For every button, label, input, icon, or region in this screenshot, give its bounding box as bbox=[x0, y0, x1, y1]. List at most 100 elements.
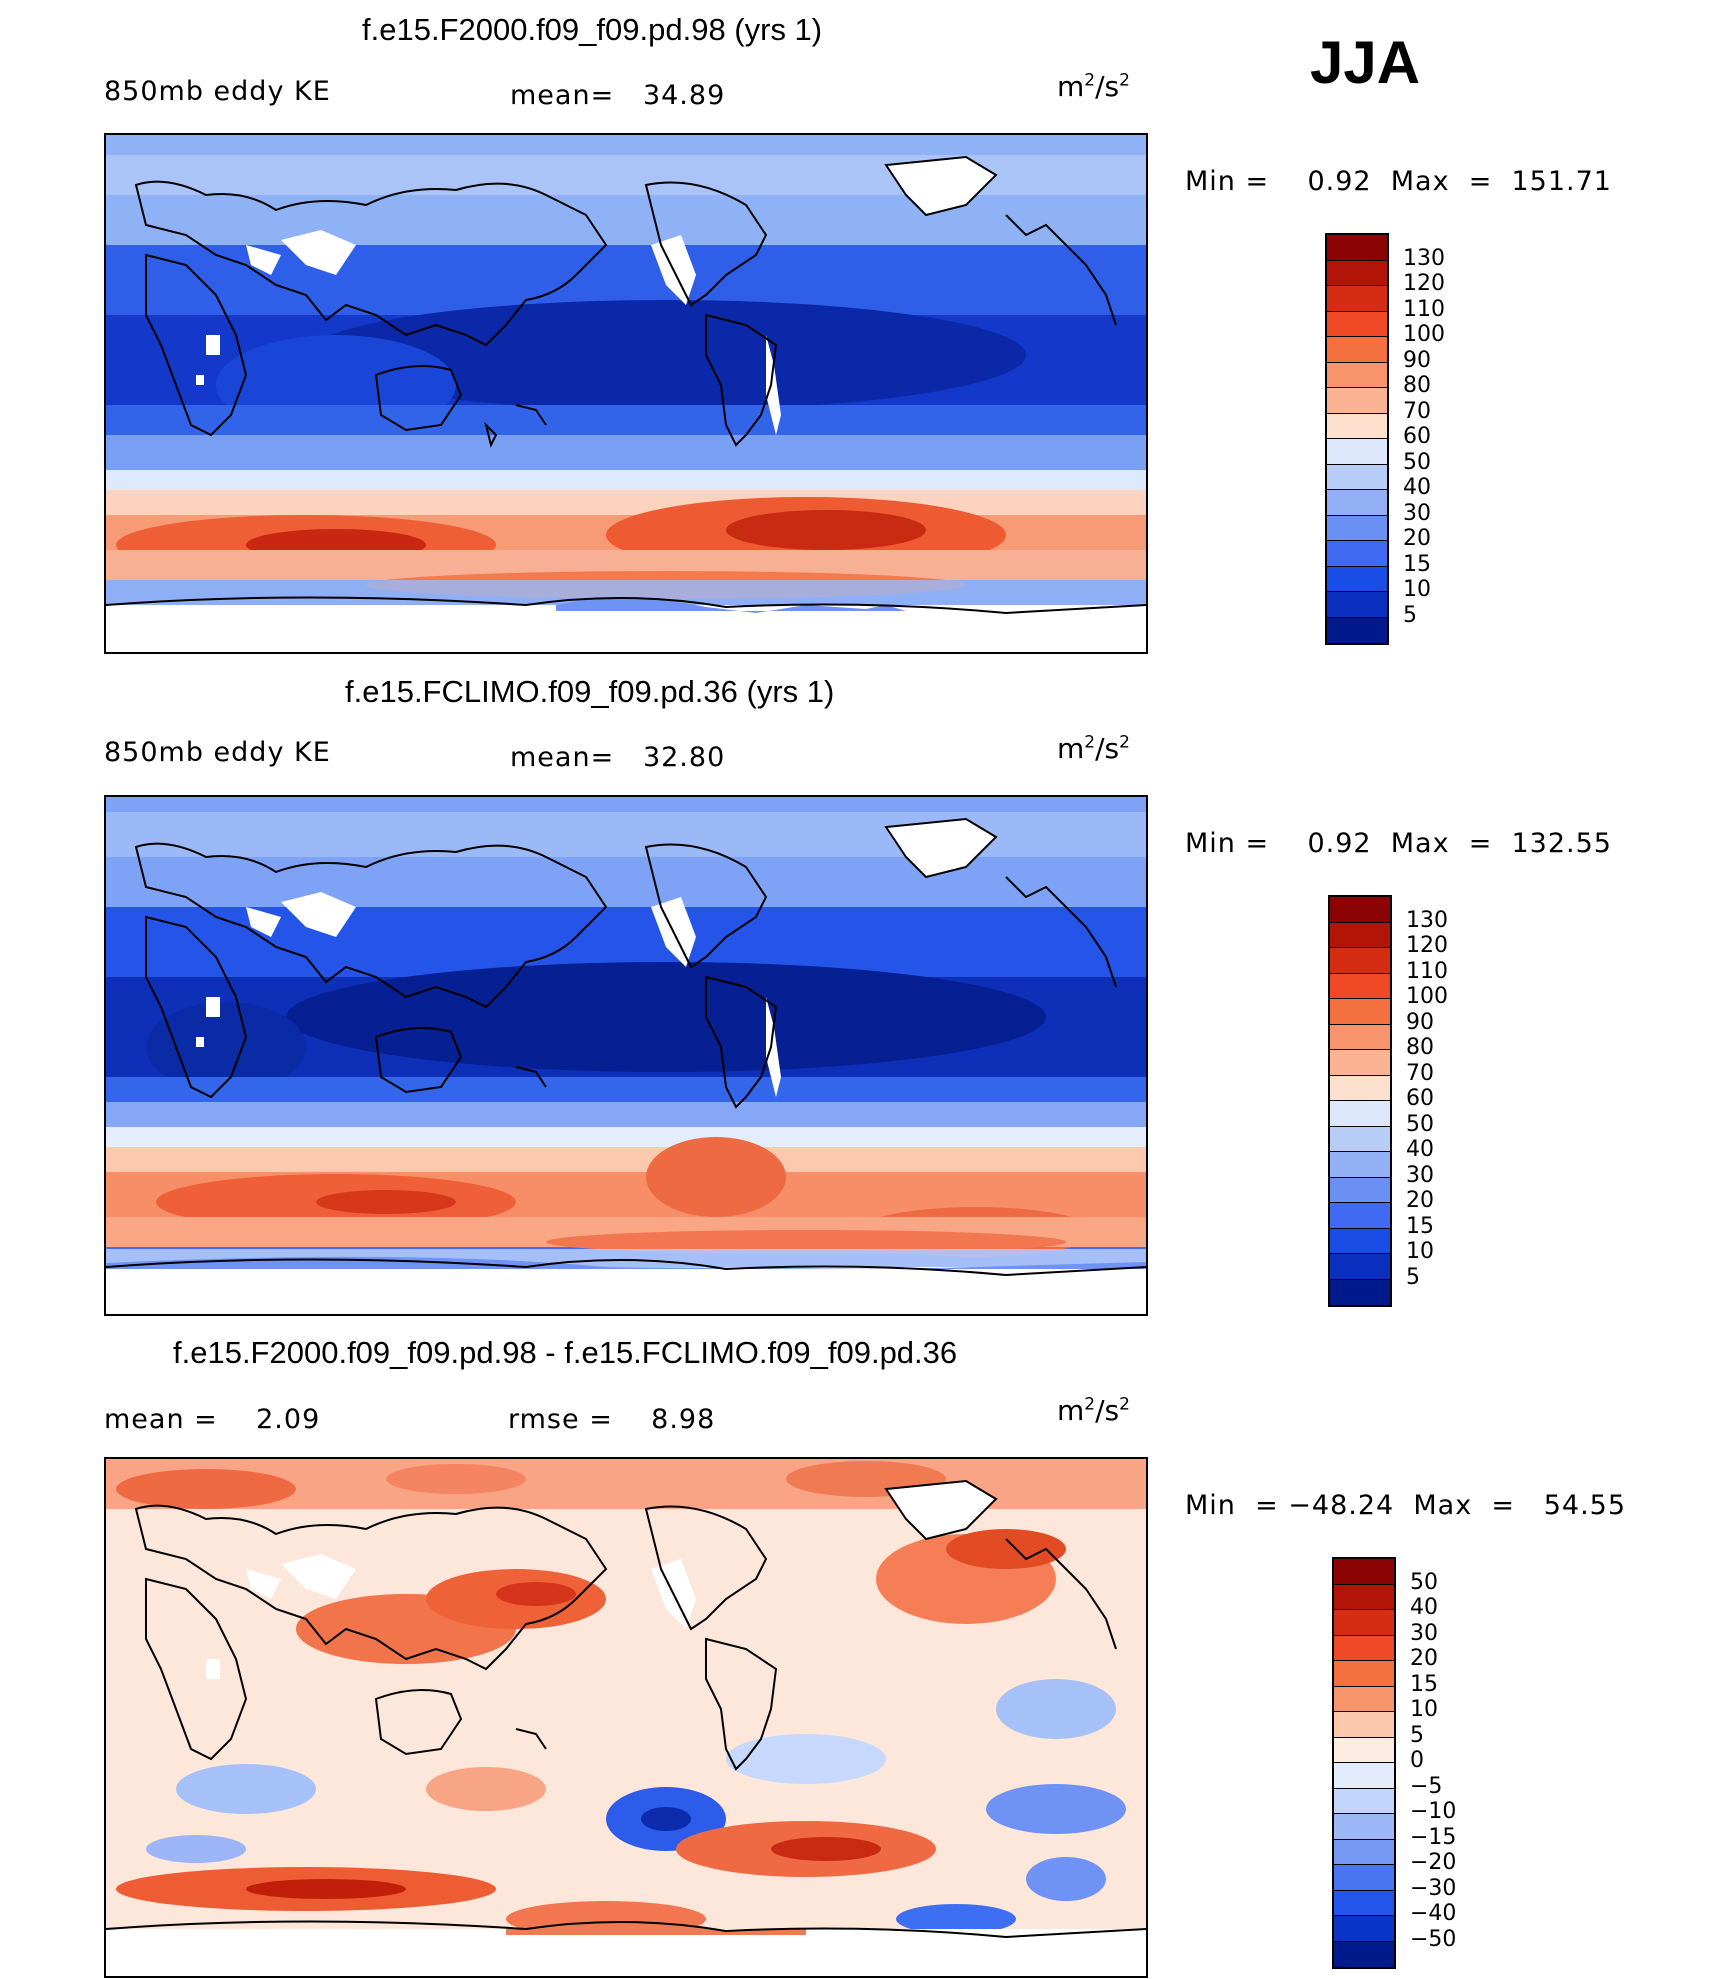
colorbar-segment bbox=[1330, 1024, 1390, 1050]
colorbar-segment bbox=[1330, 1228, 1390, 1254]
colorbar-tick-label: 110 bbox=[1403, 296, 1445, 322]
colorbar-tick-label: 60 bbox=[1406, 1086, 1434, 1111]
colorbar-segment bbox=[1327, 541, 1387, 567]
colorbar-tick-label: 90 bbox=[1406, 1009, 1434, 1035]
colorbar-tick-label: 20 bbox=[1406, 1188, 1434, 1213]
colorbar-tick-label: 80 bbox=[1403, 373, 1431, 398]
season-label: JJA bbox=[1310, 29, 1421, 96]
colorbar-segment bbox=[1327, 413, 1387, 439]
colorbar-segment bbox=[1327, 566, 1387, 592]
panel1-title: f.e15.F2000.f09_f09.pd.98 (yrs 1) bbox=[362, 12, 823, 47]
colorbar-segment bbox=[1327, 260, 1387, 286]
colorbar-segment bbox=[1334, 1610, 1394, 1636]
colorbar-segment bbox=[1330, 1050, 1390, 1076]
colorbar-tick-label: 30 bbox=[1410, 1620, 1438, 1646]
colorbar-tick-label: −10 bbox=[1410, 1799, 1457, 1824]
panel2-minmax: Min = 0.92 Max = 132.55 bbox=[1185, 828, 1612, 859]
colorbar-segment bbox=[1334, 1584, 1394, 1610]
colorbar-tick-label: 5 bbox=[1410, 1722, 1424, 1748]
colorbar-tick-label: −15 bbox=[1410, 1824, 1457, 1850]
colorbar-segment bbox=[1334, 1788, 1394, 1814]
colorbar-tick-label: 80 bbox=[1406, 1035, 1434, 1060]
colorbar-tick-label: 15 bbox=[1410, 1671, 1438, 1697]
panel1-map-svg bbox=[106, 135, 1146, 652]
colorbar-segment bbox=[1330, 922, 1390, 948]
colorbar-segment bbox=[1330, 1126, 1390, 1152]
colorbar-segment bbox=[1330, 1254, 1390, 1280]
colorbar-segment bbox=[1334, 1635, 1394, 1661]
colorbar-segment bbox=[1334, 1839, 1394, 1865]
panel3-minmax: Min = −48.24 Max = 54.55 bbox=[1185, 1490, 1627, 1521]
panel2-map-svg bbox=[106, 797, 1146, 1314]
colorbar-tick-label: 40 bbox=[1410, 1595, 1438, 1620]
panel1-colorbar bbox=[1325, 233, 1389, 645]
colorbar-tick-label: 130 bbox=[1403, 245, 1445, 271]
colorbar-tick-label: 50 bbox=[1403, 449, 1431, 475]
colorbar-tick-label: 20 bbox=[1410, 1646, 1438, 1671]
colorbar-tick-label: 40 bbox=[1406, 1137, 1434, 1162]
panel2-units: m2/s2 bbox=[1057, 732, 1130, 765]
colorbar-tick-label: 130 bbox=[1406, 907, 1448, 933]
colorbar-tick-label: 0 bbox=[1410, 1748, 1424, 1773]
colorbar-segment bbox=[1327, 362, 1387, 388]
panel3-title: f.e15.F2000.f09_f09.pd.98 - f.e15.FCLIMO… bbox=[173, 1335, 958, 1370]
colorbar-segment bbox=[1327, 490, 1387, 516]
colorbar-segment bbox=[1327, 617, 1387, 643]
colorbar-tick-label: 15 bbox=[1403, 551, 1431, 577]
colorbar-tick-label: −40 bbox=[1410, 1901, 1457, 1926]
panel2-title: f.e15.FCLIMO.f09_f09.pd.36 (yrs 1) bbox=[345, 674, 835, 709]
panel2-colorbar bbox=[1328, 895, 1392, 1307]
panel3-units: m2/s2 bbox=[1057, 1394, 1130, 1427]
panel2-mean-value: 32.80 bbox=[642, 742, 726, 773]
colorbar-segment bbox=[1327, 592, 1387, 618]
panel2-mean-label: mean= 32.80 bbox=[510, 742, 725, 773]
colorbar-tick-label: 30 bbox=[1406, 1162, 1434, 1188]
colorbar-segment bbox=[1334, 1890, 1394, 1916]
colorbar-tick-label: −5 bbox=[1410, 1773, 1443, 1799]
panel1-mean-value: 34.89 bbox=[642, 80, 726, 111]
panel1-minmax: Min = 0.92 Max = 151.71 bbox=[1185, 166, 1612, 197]
colorbar-tick-label: 50 bbox=[1406, 1111, 1434, 1137]
colorbar-segment bbox=[1330, 1075, 1390, 1101]
colorbar-segment bbox=[1334, 1941, 1394, 1967]
colorbar-segment bbox=[1327, 235, 1387, 261]
panel3-rmse-label: rmse = 8.98 bbox=[508, 1404, 715, 1435]
colorbar-tick-label: 10 bbox=[1410, 1697, 1438, 1722]
colorbar-segment bbox=[1327, 464, 1387, 490]
colorbar-tick-label: −20 bbox=[1410, 1850, 1457, 1875]
panel2-mean-text: mean= bbox=[510, 742, 615, 773]
colorbar-tick-label: −30 bbox=[1410, 1875, 1457, 1901]
colorbar-segment bbox=[1330, 1279, 1390, 1305]
colorbar-tick-label: 70 bbox=[1403, 398, 1431, 424]
colorbar-segment bbox=[1327, 388, 1387, 414]
panel1-mean-label: mean= 34.89 bbox=[510, 80, 725, 111]
colorbar-segment bbox=[1334, 1916, 1394, 1942]
panel3-mean-text: mean = bbox=[104, 1404, 218, 1435]
panel2-variable-label: 850mb eddy KE bbox=[104, 737, 331, 768]
colorbar-segment bbox=[1327, 515, 1387, 541]
colorbar-segment bbox=[1327, 337, 1387, 363]
colorbar-segment bbox=[1327, 311, 1387, 337]
panel3-mean-label: mean = 2.09 bbox=[104, 1404, 320, 1435]
panel3-rmse-text: rmse = bbox=[508, 1404, 613, 1435]
panel3-colorbar bbox=[1332, 1557, 1396, 1969]
panel1-map bbox=[104, 133, 1148, 654]
colorbar-segment bbox=[1327, 439, 1387, 465]
colorbar-tick-label: 5 bbox=[1406, 1264, 1420, 1290]
colorbar-segment bbox=[1330, 1101, 1390, 1127]
colorbar-segment bbox=[1334, 1686, 1394, 1712]
colorbar-segment bbox=[1330, 1203, 1390, 1229]
colorbar-tick-label: 50 bbox=[1410, 1569, 1438, 1595]
panel1-units: m2/s2 bbox=[1057, 70, 1130, 103]
colorbar-tick-label: 110 bbox=[1406, 958, 1448, 984]
colorbar-segment bbox=[1330, 897, 1390, 923]
colorbar-tick-label: 20 bbox=[1403, 526, 1431, 551]
colorbar-segment bbox=[1334, 1737, 1394, 1763]
panel3-map bbox=[104, 1457, 1148, 1978]
colorbar-tick-label: 10 bbox=[1403, 577, 1431, 602]
colorbar-tick-label: −50 bbox=[1410, 1926, 1457, 1952]
panel3-map-svg bbox=[106, 1459, 1146, 1976]
panel1-mean-text: mean= bbox=[510, 80, 615, 111]
colorbar-segment bbox=[1334, 1814, 1394, 1840]
colorbar-segment bbox=[1327, 286, 1387, 312]
